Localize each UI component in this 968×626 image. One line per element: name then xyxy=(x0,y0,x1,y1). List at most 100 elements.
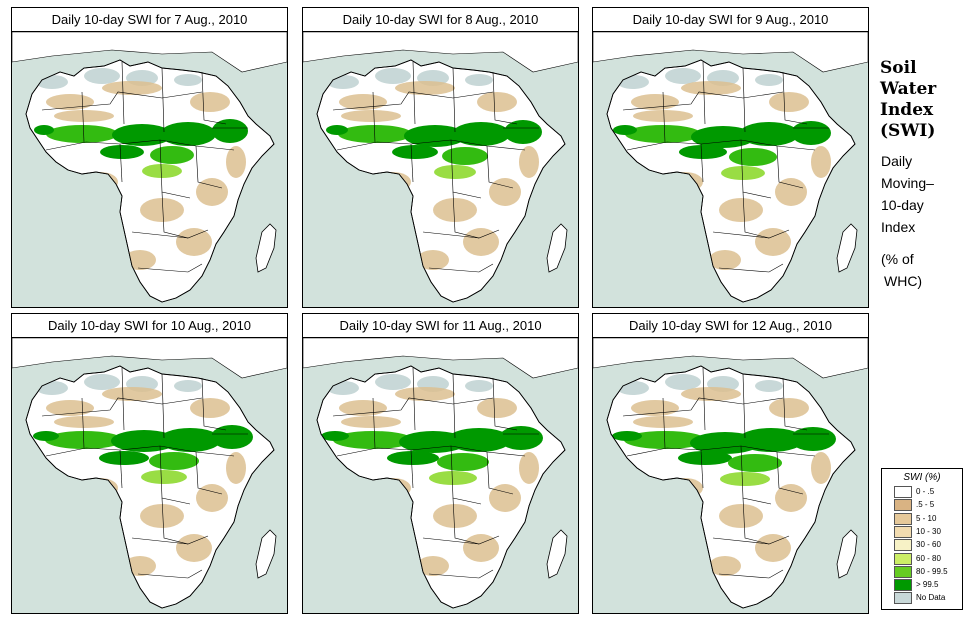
country-border xyxy=(131,537,189,545)
dry-area xyxy=(633,110,693,122)
country-border xyxy=(422,537,480,545)
country-border xyxy=(81,397,85,449)
legend-label: 0 - .5 xyxy=(916,487,935,496)
legend-item: 10 - 30 xyxy=(894,525,960,539)
map-svg xyxy=(593,338,868,613)
country-border xyxy=(41,397,203,417)
wet-area xyxy=(720,472,770,486)
swi-layer xyxy=(326,68,542,270)
wet-area xyxy=(499,426,543,450)
subtitle-line: Daily xyxy=(881,153,913,169)
dry-area xyxy=(140,198,184,222)
no-data-area xyxy=(174,74,202,86)
country-border xyxy=(428,263,494,273)
dry-area xyxy=(681,387,741,401)
country-border xyxy=(776,451,804,495)
legend-item: .5 - 5 xyxy=(894,499,960,512)
africa-map[interactable] xyxy=(592,337,869,614)
legend-swatch xyxy=(894,579,912,592)
country-border xyxy=(137,263,203,273)
unit-line: (% of xyxy=(881,251,914,267)
wet-area xyxy=(678,451,732,465)
dry-area xyxy=(633,416,693,428)
legend-swatch xyxy=(894,512,912,525)
legend-item: 5 - 10 xyxy=(894,512,960,526)
dry-area xyxy=(489,484,521,512)
legend-label: 10 - 30 xyxy=(916,526,941,536)
wet-area xyxy=(392,145,438,159)
country-border xyxy=(372,397,376,449)
wet-area xyxy=(691,126,755,148)
map-svg xyxy=(303,32,578,307)
wet-area xyxy=(613,125,637,135)
dry-area xyxy=(755,534,791,562)
no-data-area xyxy=(174,380,202,392)
no-data-area xyxy=(665,68,701,84)
country-border xyxy=(201,71,227,125)
country-border xyxy=(161,497,209,545)
africa-map[interactable] xyxy=(592,31,869,308)
legend-item: > 99.5 xyxy=(894,579,960,592)
dry-area xyxy=(395,387,455,401)
africa-map[interactable] xyxy=(302,337,579,614)
wet-area xyxy=(721,166,765,180)
country-border xyxy=(161,191,209,239)
country-border xyxy=(492,377,518,431)
madagascar xyxy=(546,223,568,273)
madagascar xyxy=(255,223,277,273)
country-border xyxy=(195,145,223,189)
dry-area xyxy=(775,178,807,206)
dry-area xyxy=(769,92,809,112)
dry-area xyxy=(709,556,741,576)
wet-area xyxy=(149,452,199,470)
legend-label: > 99.5 xyxy=(916,580,939,590)
africa-map[interactable] xyxy=(302,31,579,308)
africa-map[interactable] xyxy=(11,31,288,308)
no-data-area xyxy=(465,380,493,392)
wet-area xyxy=(45,431,123,449)
wet-area xyxy=(159,428,221,452)
panel-title: Daily 10-day SWI for 7 Aug., 2010 xyxy=(11,7,288,32)
wet-area xyxy=(504,120,542,144)
no-data-area xyxy=(755,74,783,86)
madagascar xyxy=(836,529,858,579)
country-border xyxy=(700,449,704,489)
no-data-area xyxy=(375,68,411,84)
wet-area xyxy=(326,125,348,135)
panel-title: Daily 10-day SWI for 10 Aug., 2010 xyxy=(11,313,288,338)
country-border xyxy=(712,537,770,545)
europe-landmass xyxy=(303,338,578,379)
legend-swatch xyxy=(894,486,912,498)
dry-area xyxy=(102,387,162,401)
dry-area xyxy=(719,504,763,528)
country-border xyxy=(119,449,123,489)
wet-area xyxy=(738,428,804,452)
title-line: Soil xyxy=(880,58,917,78)
madagascar xyxy=(836,223,858,273)
wet-area xyxy=(321,431,349,441)
coastline xyxy=(606,365,856,609)
wet-area xyxy=(160,122,216,146)
wet-area xyxy=(739,122,799,146)
wet-area xyxy=(404,125,466,147)
dry-area xyxy=(176,534,212,562)
no-data-area xyxy=(375,374,411,390)
country-border xyxy=(718,569,784,579)
title-line: (SWI) xyxy=(880,121,936,141)
dry-area xyxy=(226,146,246,178)
country-border xyxy=(622,397,784,417)
dry-area xyxy=(463,534,499,562)
country-border xyxy=(492,71,518,125)
figure-subtitle: Daily Moving– 10-day Index (% of WHC) xyxy=(881,150,967,292)
africa-map[interactable] xyxy=(11,337,288,614)
swi-layer xyxy=(34,68,248,270)
country-border xyxy=(742,373,746,439)
country-border xyxy=(782,377,808,431)
country-border xyxy=(412,367,416,431)
wet-area xyxy=(111,430,177,452)
dry-area xyxy=(477,92,517,112)
country-border xyxy=(410,143,414,183)
wet-area xyxy=(679,145,727,159)
dry-area xyxy=(54,416,114,428)
dry-area xyxy=(463,228,499,256)
